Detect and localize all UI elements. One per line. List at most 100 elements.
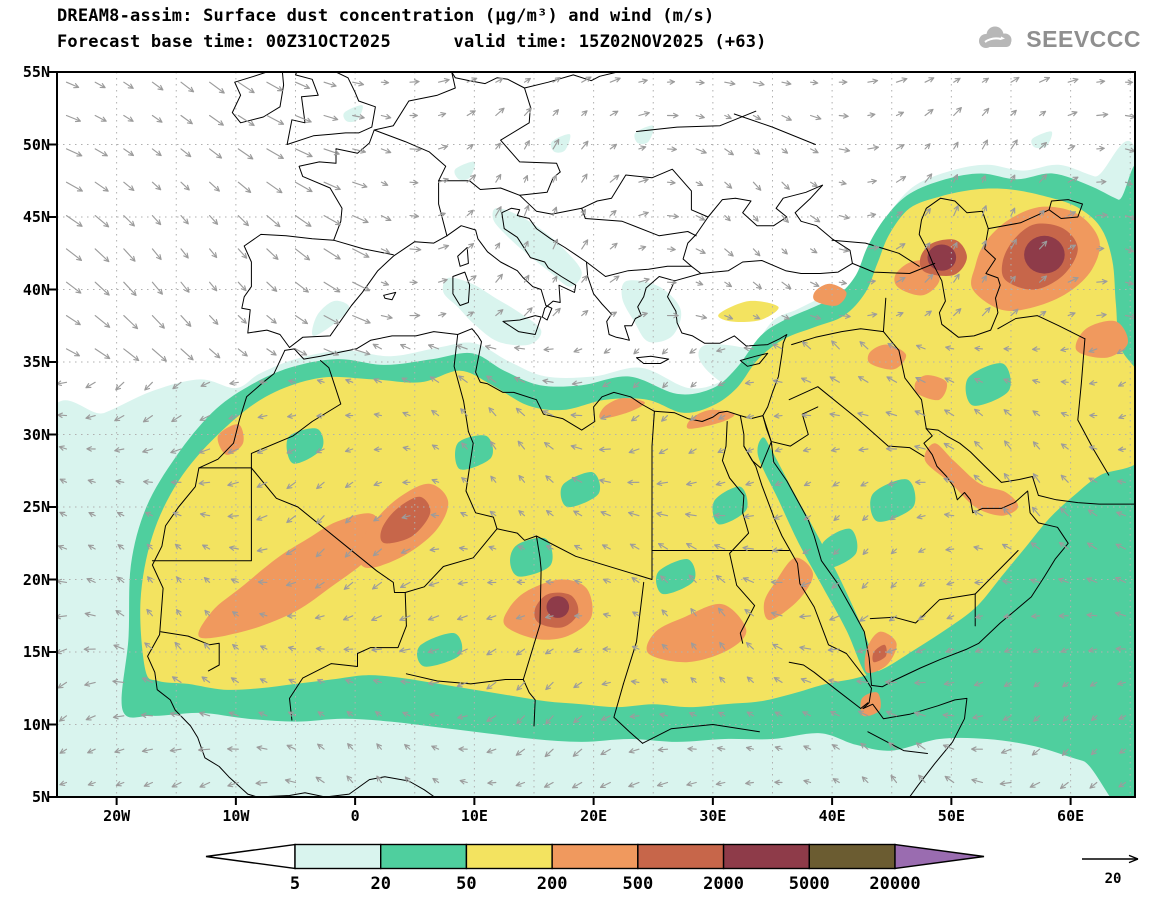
north-africa-coast bbox=[284, 328, 764, 431]
iberia-france-atlantic bbox=[241, 72, 456, 348]
border-caucasus bbox=[831, 239, 920, 267]
lat-tick-label: 20N bbox=[22, 570, 50, 589]
lat-tick-label: 10N bbox=[22, 715, 50, 734]
border-libya-egypt bbox=[651, 410, 655, 551]
border-iran-turkmenistan bbox=[997, 315, 1086, 340]
lat-tick-label: 55N bbox=[22, 63, 50, 81]
border-sudan-south bbox=[642, 724, 760, 744]
lon-tick-label: 30E bbox=[699, 807, 727, 825]
lat-tick-label: 5N bbox=[31, 788, 50, 806]
map-area bbox=[49, 71, 1136, 805]
border-libya-south bbox=[535, 535, 653, 580]
border-car bbox=[613, 683, 643, 744]
wind-reference: 20 bbox=[1078, 851, 1148, 887]
aral-sea bbox=[1048, 199, 1083, 219]
border-syria-jordan-saudi bbox=[788, 386, 925, 457]
spain-france-med bbox=[289, 235, 448, 348]
turkey-levant-coast bbox=[667, 280, 788, 417]
border-centralasia bbox=[987, 209, 1050, 230]
border-turkey-syria-iraq bbox=[791, 297, 887, 346]
lat-tick-label: 35N bbox=[22, 353, 50, 371]
red-sea-african-coast bbox=[743, 445, 872, 709]
lon-tick-label: 40E bbox=[818, 807, 846, 825]
corsica bbox=[457, 247, 469, 267]
lat-tick-label: 40N bbox=[22, 280, 50, 299]
lat-tick-label: 45N bbox=[22, 208, 50, 226]
border-alps bbox=[438, 171, 561, 196]
britain-west bbox=[286, 72, 319, 145]
border-greece-north bbox=[586, 261, 692, 277]
lon-tick-label: 10E bbox=[460, 807, 488, 825]
border-oman-uae bbox=[974, 550, 1019, 595]
balearic bbox=[383, 291, 397, 301]
britain-east bbox=[286, 72, 376, 145]
arabia-coast bbox=[770, 428, 1069, 688]
nile-river bbox=[721, 421, 756, 644]
black-sea bbox=[682, 184, 853, 274]
border-bulgaria bbox=[581, 207, 697, 237]
border-east-europe bbox=[636, 110, 757, 132]
border-niger-nigeria bbox=[405, 673, 536, 727]
legend-labels: 5 20 50 200 500 2000 5000 20000 bbox=[205, 874, 985, 898]
ireland bbox=[231, 72, 285, 124]
border-algeria-libya bbox=[465, 431, 498, 530]
border-pyrenees bbox=[333, 239, 394, 256]
logo-text: SEEVCCC bbox=[1026, 26, 1141, 52]
border-danube bbox=[519, 168, 709, 218]
border-eritrea-ethiopia bbox=[788, 661, 869, 709]
seevccc-logo: SEEVCCC bbox=[973, 24, 1141, 55]
legend-tick-label: 500 bbox=[622, 874, 654, 894]
wind-reference-value: 20 bbox=[1104, 871, 1122, 887]
dust-map bbox=[49, 71, 1136, 805]
border-algeria-mali bbox=[250, 467, 407, 627]
border-saudi-yemen-oman bbox=[869, 593, 976, 627]
legend-tick-label: 50 bbox=[456, 874, 477, 894]
border-iran-afghanistan bbox=[1077, 338, 1110, 476]
legend-tick-label: 5 bbox=[289, 874, 301, 894]
lat-tick-label: 25N bbox=[22, 498, 50, 516]
legend-tick-label: 20 bbox=[370, 874, 391, 894]
border-east-europe2 bbox=[733, 113, 816, 145]
lat-tick-label: 30N bbox=[22, 425, 50, 444]
border-morocco-algeria bbox=[250, 360, 342, 469]
border-chad-sudan bbox=[622, 581, 645, 685]
legend-tick-label: 200 bbox=[536, 874, 568, 894]
lon-tick-label: 20E bbox=[580, 807, 608, 825]
border-jordan bbox=[772, 406, 819, 447]
lon-tick-label: 20W bbox=[103, 807, 131, 825]
border-mali-burkina bbox=[289, 625, 407, 721]
lon-tick-label: 60E bbox=[1057, 807, 1085, 825]
legend-tick-label: 20000 bbox=[869, 874, 921, 894]
denmark-baltic bbox=[451, 72, 618, 89]
chart-subtitle: Forecast base time: 00Z31OCT2025 valid t… bbox=[57, 32, 767, 52]
color-legend: 5 20 50 200 500 2000 5000 20000 bbox=[205, 843, 985, 903]
gulf-of-guinea-coast bbox=[256, 776, 436, 797]
lon-tick-label: 0 bbox=[350, 807, 360, 825]
legend-colorbar bbox=[205, 843, 985, 870]
caspian-sea bbox=[918, 197, 1001, 338]
italy-balkans-greece bbox=[446, 207, 702, 341]
cyprus bbox=[739, 352, 769, 367]
sicily bbox=[502, 315, 542, 335]
chart-title: DREAM8-assim: Surface dust concentration… bbox=[57, 6, 715, 26]
border-iraq-iran bbox=[882, 331, 927, 430]
border-mauritania-n bbox=[151, 467, 252, 562]
lon-tick-label: 50E bbox=[937, 807, 965, 825]
border-france-east bbox=[373, 129, 448, 237]
legend-tick-label: 5000 bbox=[788, 874, 830, 894]
wind-reference-arrow bbox=[1082, 854, 1139, 864]
lat-tick-label: 15N bbox=[22, 643, 50, 661]
sardinia bbox=[452, 271, 471, 306]
legend-tick-label: 2000 bbox=[703, 874, 745, 894]
border-egypt-israel bbox=[762, 415, 772, 443]
cloud-icon bbox=[973, 24, 1019, 55]
lat-tick-label: 50N bbox=[22, 135, 50, 154]
border-senegal bbox=[160, 631, 220, 672]
border-ethiopia-somalia bbox=[867, 731, 928, 754]
somalia-coast bbox=[862, 697, 968, 797]
border-algeria-niger bbox=[404, 528, 542, 680]
border-transcaucasus bbox=[851, 262, 936, 274]
crete bbox=[636, 355, 670, 364]
border-tunisia bbox=[453, 334, 469, 433]
